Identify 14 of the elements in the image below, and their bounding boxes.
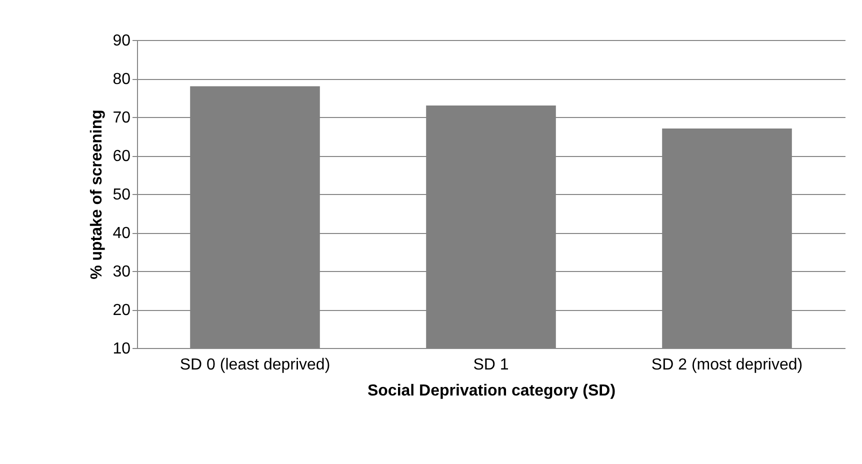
x-axis-title: Social Deprivation category (SD) xyxy=(367,382,616,400)
y-tick-label: 70 xyxy=(112,110,131,126)
y-tick-label: 60 xyxy=(112,148,131,165)
x-tick-label: SD 1 xyxy=(473,356,509,374)
y-axis-title: % uptake of screening xyxy=(88,110,106,280)
x-tick-label: SD 0 (least deprived) xyxy=(180,356,330,374)
y-tick-label: 90 xyxy=(112,32,131,50)
y-tick-label: 50 xyxy=(112,186,131,204)
y-tick-label: 20 xyxy=(112,302,131,319)
y-tick-label: 10 xyxy=(112,340,131,358)
x-tick-label: SD 2 (most deprived) xyxy=(651,356,803,374)
y-tick-label: 80 xyxy=(112,71,131,88)
y-tick-label: 40 xyxy=(112,225,131,242)
y-tick-label: 30 xyxy=(112,264,131,280)
